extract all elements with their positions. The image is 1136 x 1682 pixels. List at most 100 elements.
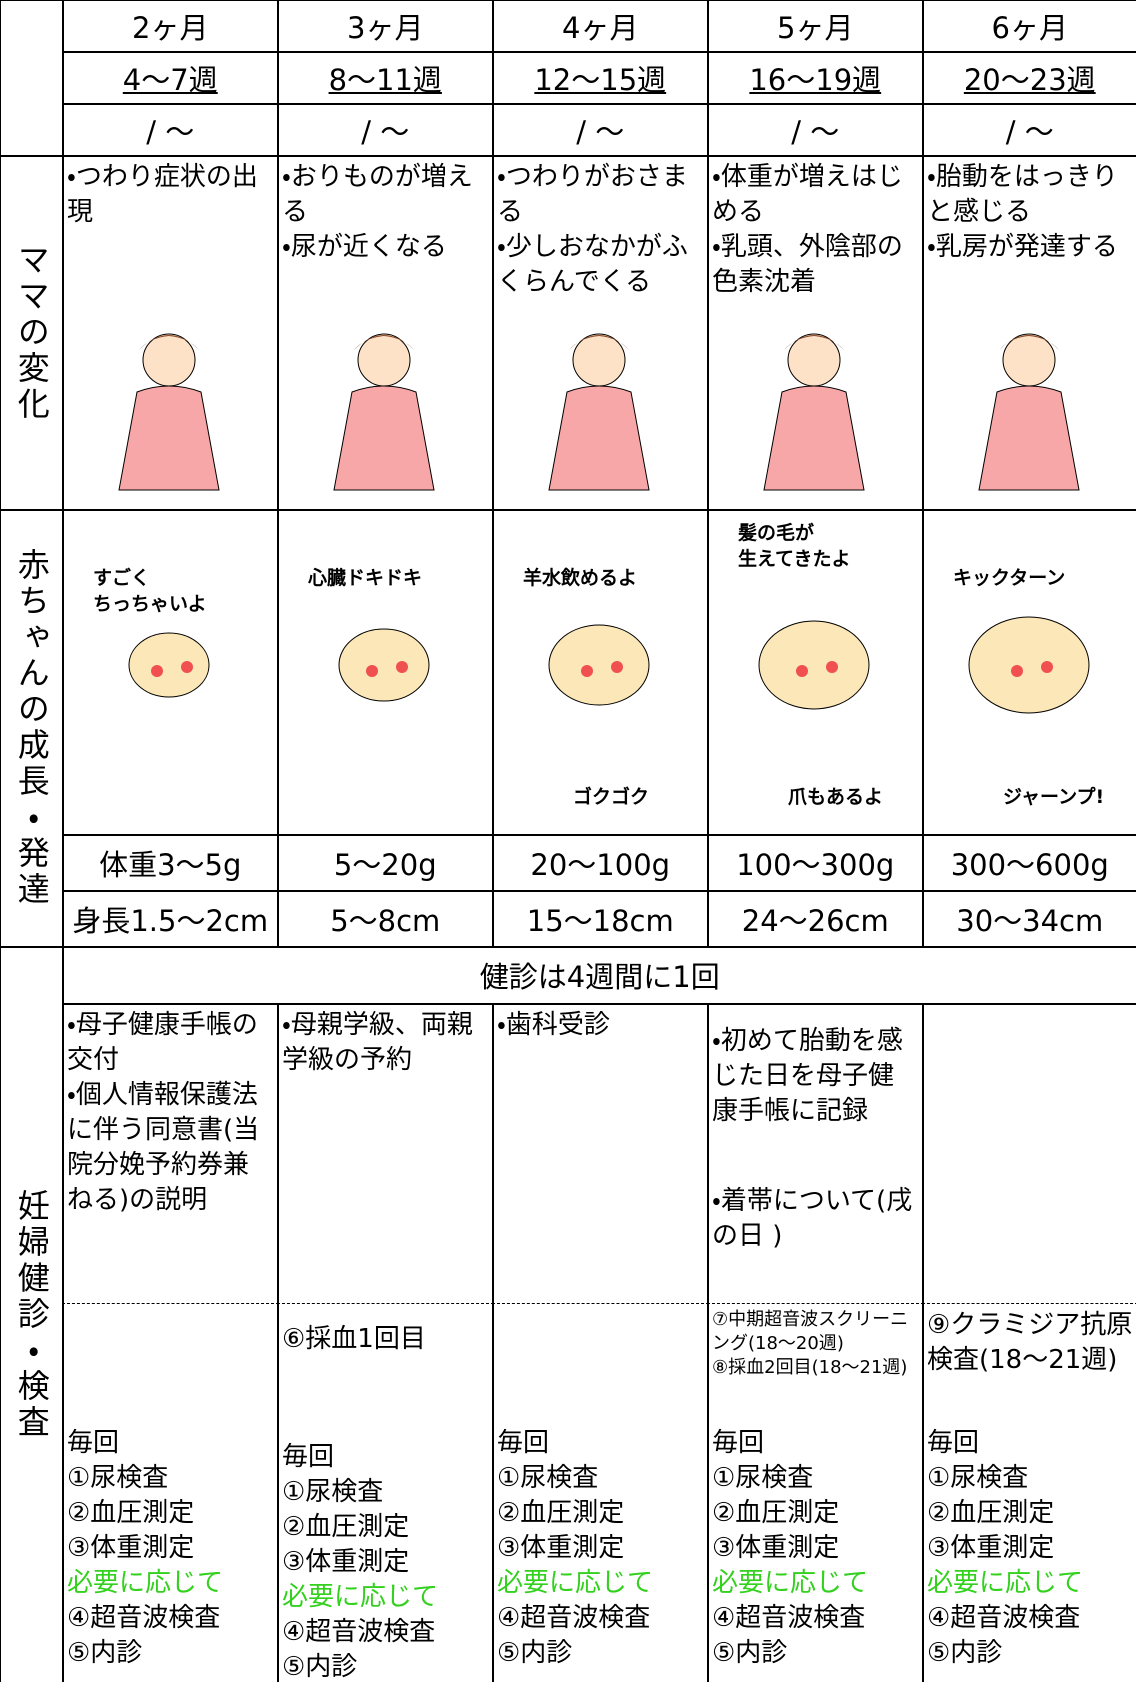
test: ⑥採血1回目 <box>282 1324 426 1354</box>
optional-item: ⑤内診 <box>497 1638 573 1668</box>
tests <box>67 1308 274 1426</box>
tests-cell: ⑨クラミジア抗原検査(18〜21週) 毎回 ①尿検査 ②血圧測定 ③体重測定必要に応じて… <box>922 1303 1136 1682</box>
checkup-items: ・歯科受診 <box>492 1003 709 1305</box>
weeks: 8〜11週 <box>277 51 494 105</box>
weight: 100〜300g <box>707 834 924 892</box>
routine-item: ③体重測定 <box>282 1547 410 1577</box>
optional-label: 必要に応じて <box>927 1568 1084 1598</box>
baby-caption: 羊水飲めるよ <box>523 567 638 589</box>
illustration <box>968 616 1090 713</box>
mama-change: ・胎動をはっきりと感じる <box>927 162 1118 227</box>
checkup-item: ・歯科受診 <box>497 1010 610 1040</box>
routine-item: ①尿検査 <box>927 1463 1029 1493</box>
tests-cell: ⑦中期超音波スクリーニング(18〜20週) ⑧採血2回目(18〜21週) 毎回 ①尿検… <box>707 1303 924 1682</box>
mama-change: ・おりものが増える <box>282 162 473 227</box>
mama-change: ・体重が増えはじめる <box>712 162 903 227</box>
optional-item: ④超音波検査 <box>67 1603 221 1633</box>
checkup-items: ・母親学級、両親学級の予約 <box>277 1003 494 1305</box>
optional-item: ⑤内診 <box>67 1638 143 1668</box>
mama-cell: ・つわりがおさまる ・少しおなかがふくらんでくる <box>492 155 709 511</box>
routine-label: 毎回 <box>927 1428 980 1458</box>
checkup-item: ・初めて胎動を感じた日を母子健康手帳に記録 <box>712 1026 903 1126</box>
weight: 体重3〜5g <box>62 834 279 892</box>
baby-cell: 髪の毛が 生えてきたよ爪もあるよ <box>707 509 924 836</box>
dates: / 〜 <box>62 103 279 157</box>
routine-item: ②血圧測定 <box>927 1498 1055 1528</box>
routine-item: ②血圧測定 <box>497 1498 625 1528</box>
baby-caption: 心臓ドキドキ <box>308 567 423 589</box>
mama-change: ・少しおなかがふくらんでくる <box>497 232 688 297</box>
checkup-item: ・個人情報保護法に伴う同意書(当院分娩予約券兼ねる)の説明 <box>67 1080 260 1215</box>
length: 24〜26cm <box>707 890 924 948</box>
checkup-item: ・着帯について(戌の日 ) <box>712 1186 913 1251</box>
test: ⑦中期超音波スクリーニング(18〜20週) <box>712 1309 909 1354</box>
mama-cell: ・おりものが増える・尿が近くなる <box>277 155 494 511</box>
weight: 5〜20g <box>277 834 494 892</box>
mama-cell: ・つわり症状の出現 <box>62 155 279 511</box>
illustration <box>338 628 430 701</box>
baby-caption: 爪もあるよ <box>788 785 884 808</box>
optional-label: 必要に応じて <box>712 1568 869 1598</box>
tests: ⑥採血1回目 <box>282 1308 489 1440</box>
optional-label: 必要に応じて <box>282 1582 439 1612</box>
routine-label: 毎回 <box>67 1428 120 1458</box>
weeks: 4〜7週 <box>62 51 279 105</box>
mama-change: ・つわりがおさまる <box>497 162 688 227</box>
test: ⑧採血2回目(18〜21週) <box>712 1357 908 1378</box>
optional-item: ④超音波検査 <box>497 1603 651 1633</box>
optional-item: ④超音波検査 <box>712 1603 866 1633</box>
mama-change: ・つわり症状の出現 <box>67 162 258 227</box>
tests: ⑦中期超音波スクリーニング(18〜20週) ⑧採血2回目(18〜21週) <box>712 1308 919 1426</box>
tests: ⑨クラミジア抗原検査(18〜21週) <box>927 1308 1133 1426</box>
illustration <box>333 333 435 490</box>
routine-item: ①尿検査 <box>67 1463 169 1493</box>
illustration <box>758 620 870 709</box>
length: 5〜8cm <box>277 890 494 948</box>
tests-cell: 毎回 ①尿検査 ②血圧測定 ③体重測定 必要に応じて ④超音波検査 ⑤内診 <box>62 1303 279 1682</box>
row-label: 妊婦健診・検査 <box>0 946 64 1682</box>
month: 5ヶ月 <box>707 0 924 53</box>
illustration <box>548 333 650 490</box>
baby-caption: ゴクゴク <box>573 785 650 808</box>
length: 30〜34cm <box>922 890 1136 948</box>
dates: / 〜 <box>922 103 1136 157</box>
checkup-items: ・初めて胎動を感じた日を母子健康手帳に記録・着帯について(戌の日 ) <box>707 1003 924 1305</box>
routine-item: ①尿検査 <box>712 1463 814 1493</box>
routine-label: 毎回 <box>497 1428 550 1458</box>
row-label: 赤ちゃんの成長・発達 <box>0 509 64 948</box>
corner-cell <box>0 0 64 157</box>
dates: / 〜 <box>707 103 924 157</box>
checkup-items: ・母子健康手帳の交付 ・個人情報保護法に伴う同意書(当院分娩予約券兼ねる)の説明 <box>62 1003 279 1305</box>
baby-cell: 羊水飲めるよゴクゴク <box>492 509 709 836</box>
illustration <box>763 333 865 490</box>
optional-item: ⑤内診 <box>927 1638 1003 1668</box>
tests-cell: 毎回 ①尿検査 ②血圧測定 ③体重測定 必要に応じて ④超音波検査 ⑤内診 <box>492 1303 709 1682</box>
optional-item: ④超音波検査 <box>282 1617 436 1647</box>
baby-caption: ジャーンプ! <box>1003 785 1105 808</box>
routine-item: ③体重測定 <box>927 1533 1055 1563</box>
optional-label: 必要に応じて <box>497 1568 654 1598</box>
weight: 20〜100g <box>492 834 709 892</box>
baby-cell: 心臓ドキドキ <box>277 509 494 836</box>
dates: / 〜 <box>492 103 709 157</box>
illustration <box>118 333 220 490</box>
month: 3ヶ月 <box>277 0 494 53</box>
optional-item: ④超音波検査 <box>927 1603 1081 1633</box>
length: 身長1.5〜2cm <box>62 890 279 948</box>
mama-change: ・尿が近くなる <box>282 232 447 262</box>
baby-cell: すごく ちっちゃいよ <box>62 509 279 836</box>
dates: / 〜 <box>277 103 494 157</box>
baby-cell: キックターン ジャーンプ! <box>922 509 1136 836</box>
weeks: 12〜15週 <box>492 51 709 105</box>
baby-caption: 髪の毛が 生えてきたよ <box>738 522 851 570</box>
baby-caption: すごく ちっちゃいよ <box>93 567 207 615</box>
mama-cell: ・体重が増えはじめる ・乳頭、外陰部の色素沈着 <box>707 155 924 511</box>
month: 4ヶ月 <box>492 0 709 53</box>
mama-change: ・乳頭、外陰部の色素沈着 <box>712 232 903 297</box>
optional-item: ⑤内診 <box>712 1638 788 1668</box>
month: 6ヶ月 <box>922 0 1136 53</box>
routine-item: ②血圧測定 <box>282 1512 410 1542</box>
row-label: ママの変化 <box>0 155 64 511</box>
routine-item: ③体重測定 <box>712 1533 840 1563</box>
